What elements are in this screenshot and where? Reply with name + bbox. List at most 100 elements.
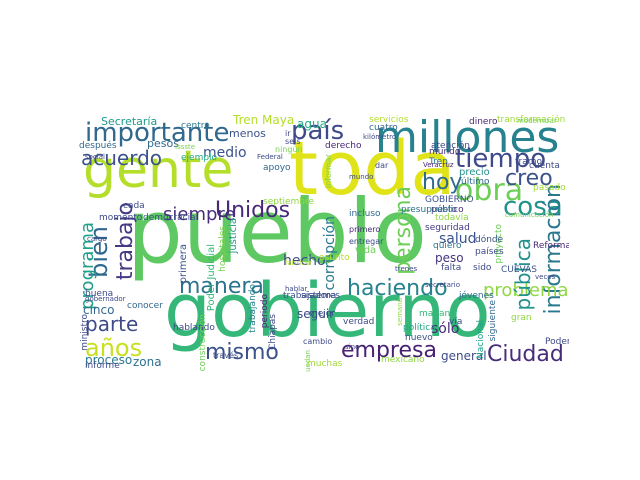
cloud-word-momento: momento [99, 213, 143, 223]
cloud-word-falta: falta [441, 263, 462, 273]
cloud-word-justicia: justicia [228, 218, 239, 254]
cloud-word-ultimo: último [461, 177, 490, 187]
cloud-word-cinco: cinco [83, 303, 115, 317]
cloud-word-atencion: atención [431, 141, 470, 151]
cloud-word-comunicacion: comunicación [505, 211, 554, 219]
cloud-word-mejor: mejor [309, 309, 336, 319]
cloud-word-fabricar: fabricar [285, 259, 313, 267]
cloud-word-verdad: verdad [343, 317, 375, 327]
cloud-word-gente: gente [83, 140, 234, 200]
cloud-word-presupuesto: presupuesto [401, 205, 457, 215]
cloud-word-traves: través [213, 351, 239, 360]
cloud-word-seis: seis [285, 137, 301, 146]
cloud-word-ministro: ministro [80, 314, 90, 351]
cloud-word-dar: dar [375, 161, 389, 170]
cloud-word-salud: salud [439, 231, 477, 247]
cloud-word-obra: obra [455, 173, 524, 208]
cloud-word-gobierno: GOBIERNO [425, 195, 474, 205]
cloud-word-quiero: quiero [433, 241, 462, 251]
cloud-word-conocer: conocer [127, 301, 163, 311]
cloud-word-veces: veces [535, 273, 556, 281]
cloud-word-democracia: democracia [143, 213, 196, 223]
cloud-word-pesos: pesos [147, 137, 179, 150]
cloud-word-informe: informe [85, 361, 120, 371]
cloud-word-pueblo: pueblo [127, 180, 427, 283]
cloud-word-proceso: proceso [85, 353, 133, 367]
cloud-word-issste: Issste [175, 143, 196, 151]
cloud-word-mundo: mundo [349, 173, 374, 181]
cloud-word-tramo: tramo [515, 157, 543, 167]
cloud-word-publico: público [431, 205, 464, 215]
cloud-word-trabajadores: trabajadores [283, 291, 340, 301]
cloud-word-precio: precio [459, 167, 490, 178]
cloud-word-entregar: entregar [349, 237, 384, 246]
cloud-word-informar: informar [324, 154, 333, 189]
cloud-word-seguir: seguir [297, 307, 335, 321]
cloud-word-solo: sólo [431, 321, 460, 337]
cloud-word-incluso: incluso [349, 209, 381, 219]
cloud-word-ir: ir [285, 129, 291, 138]
cloud-word-trenes: trenes [395, 265, 418, 273]
cloud-word-donde: dónde [475, 235, 504, 245]
cloud-word-siempre: siempre [163, 204, 236, 225]
cloud-word-parte: parte [85, 312, 139, 336]
word-cloud: pueblo gobierno toda gente millones important… [79, 114, 569, 372]
cloud-word-septiembre: septiembre [263, 197, 315, 207]
cloud-word-sistema: sistema [301, 291, 337, 301]
cloud-word-nuevo: nuevo [405, 333, 433, 343]
cloud-word-modernizar: modernizar [517, 117, 557, 125]
cloud-word-cambio: cambio [303, 337, 333, 346]
cloud-word-hecho: hecho [283, 253, 326, 269]
cloud-word-tren-maya: Tren Maya [233, 114, 295, 127]
cloud-word-millones: millones [375, 114, 560, 163]
cloud-word-manera: manera [179, 274, 264, 299]
cloud-word-gran: gran [511, 313, 532, 323]
cloud-word-haciendo: haciendo [347, 276, 448, 301]
cloud-word-asunto: asunto [319, 253, 350, 263]
cloud-word-gobernador: gobernador [85, 295, 126, 303]
cloud-word-secretaria: Secretaría [101, 115, 158, 128]
cloud-word-kilometro: kilómetro [363, 133, 397, 141]
cloud-word-poder-judicial: Poder Judicial [206, 244, 217, 312]
cloud-word-ciudad: Ciudad [487, 342, 564, 367]
cloud-word-sido: sido [473, 263, 492, 273]
cloud-word-despues: después [79, 141, 117, 151]
cloud-word-agua: agua [297, 117, 327, 131]
cloud-word-hablar: hablar [285, 285, 308, 293]
cloud-word-ningun: ningún [275, 145, 303, 154]
cloud-word-primero: primero [349, 225, 381, 234]
cloud-word-cargo: cargo [87, 235, 107, 243]
cloud-word-pais: país [291, 116, 345, 146]
cloud-word-problema: problema [483, 280, 569, 301]
cloud-word-toda: toda [289, 126, 456, 212]
cloud-word-trabajando: trabajando [248, 284, 258, 333]
cloud-word-tiempo: tiempo [455, 144, 547, 174]
cloud-word-zona: zona [133, 355, 162, 369]
cloud-word-puedan: puedan [304, 350, 312, 372]
cloud-word-nacional: Nacional [476, 320, 486, 359]
cloud-word-chiapas: Chiapas [268, 314, 278, 350]
cloud-word-reforma: Reforma [533, 241, 569, 251]
cloud-word-medio: medio [203, 145, 247, 161]
cloud-word-apoyo: apoyo [263, 163, 291, 173]
cloud-word-hoy: hoy [422, 170, 463, 195]
cloud-word-unidos: Unidos [215, 198, 291, 223]
cloud-word-cuevas: CUEVAS [501, 265, 538, 275]
cloud-word-centro: centro [181, 121, 210, 131]
cloud-word-veracruz: Veracruz [423, 161, 454, 169]
cloud-word-hospitales: hospitales [218, 226, 228, 272]
cloud-word-cada: cada [123, 201, 145, 211]
cloud-word-ejemplo: ejemplo [181, 153, 218, 163]
cloud-word-dinero: dinero [469, 117, 498, 127]
cloud-word-cuatro: cuatro [369, 123, 398, 133]
cloud-word-anos: años [85, 334, 143, 362]
cloud-word-mexicano: mexicano [381, 355, 425, 365]
cloud-word-transformacion: transformación [497, 115, 566, 125]
cloud-word-sino: sino [345, 343, 360, 351]
cloud-word-politica: política [403, 323, 436, 333]
cloud-word-social: social [85, 153, 105, 161]
cloud-word-menos: menos [229, 127, 266, 140]
cloud-word-creo: creo [505, 166, 553, 191]
cloud-word-pasado: pasado [533, 183, 566, 193]
